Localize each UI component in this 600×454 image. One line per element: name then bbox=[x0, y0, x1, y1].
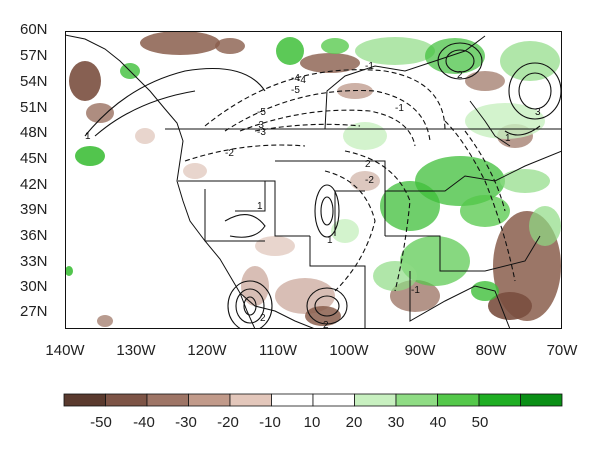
lat-label-57n: 57N bbox=[20, 47, 48, 64]
contour-label: -4 bbox=[297, 75, 306, 86]
contour-label: 2 bbox=[323, 320, 329, 329]
contour-label: -4 bbox=[291, 73, 300, 84]
lat-label-33n: 33N bbox=[20, 253, 48, 270]
contour-lines bbox=[84, 42, 562, 329]
colorbar-segment bbox=[437, 393, 480, 407]
lon-label-100w: 100W bbox=[329, 342, 369, 359]
lon-label-110w: 110W bbox=[258, 342, 298, 359]
colorbar-label: 30 bbox=[387, 414, 405, 431]
colorbar-label: -20 bbox=[217, 414, 239, 431]
contour-label: 2 bbox=[260, 313, 266, 324]
colorbar-label: 20 bbox=[345, 414, 363, 431]
contour-value-labels: 1 2 3 -2 -3 -4 -5 -1 1 2 2 1 -1 -3 -4 -5… bbox=[85, 61, 541, 329]
contour-label: -1 bbox=[395, 103, 404, 114]
colorbar-segment bbox=[478, 393, 521, 407]
contour-label: -5 bbox=[291, 85, 300, 96]
contour-label: -3 bbox=[255, 120, 264, 131]
negative-contour-lines bbox=[184, 69, 516, 292]
contour-label: 2 bbox=[457, 70, 463, 81]
colorbar-segment bbox=[312, 393, 355, 407]
colorbar-segment bbox=[354, 393, 397, 407]
contour-label: -2 bbox=[365, 175, 374, 186]
contour-label: 3 bbox=[535, 107, 541, 118]
contour-label: 1 bbox=[257, 201, 263, 212]
lon-label-70w: 70W bbox=[546, 342, 578, 359]
lon-label-130w: 130W bbox=[116, 342, 156, 359]
lat-label-54n: 54N bbox=[20, 73, 48, 90]
colorbar-segment bbox=[395, 393, 438, 407]
contour-label: -3 bbox=[257, 127, 266, 138]
lat-label-39n: 39N bbox=[20, 201, 48, 218]
contour-label: -1 bbox=[365, 61, 374, 72]
colorbar-segment bbox=[63, 393, 106, 407]
lon-label-80w: 80W bbox=[475, 342, 507, 359]
colorbar-label: 10 bbox=[303, 414, 321, 431]
contour-label: 2 bbox=[365, 159, 371, 170]
lon-label-140w: 140W bbox=[45, 342, 85, 359]
map-plot: 1 2 3 -2 -3 -4 -5 -1 1 2 2 1 -1 -3 -4 -5… bbox=[65, 31, 562, 329]
lat-label-36n: 36N bbox=[20, 227, 48, 244]
contour-label: 1 bbox=[85, 131, 91, 142]
contour-label: -2 bbox=[225, 148, 234, 159]
contour-label: -1 bbox=[411, 285, 420, 296]
contour-label: 1 bbox=[505, 133, 511, 144]
lat-label-42n: 42N bbox=[20, 176, 48, 193]
lat-label-27n: 27N bbox=[20, 303, 48, 320]
colorbar-label: 40 bbox=[429, 414, 447, 431]
colorbar-label: -10 bbox=[259, 414, 281, 431]
contour-label: 1 bbox=[327, 235, 333, 246]
colorbar-label: -50 bbox=[90, 414, 112, 431]
lat-label-45n: 45N bbox=[20, 150, 48, 167]
lat-label-51n: 51N bbox=[20, 99, 48, 116]
colorbar-segment bbox=[271, 393, 314, 407]
lat-label-30n: 30N bbox=[20, 278, 48, 295]
colorbar-label: -30 bbox=[175, 414, 197, 431]
colorbar-segment bbox=[105, 393, 148, 407]
lon-label-90w: 90W bbox=[404, 342, 436, 359]
colorbar-label: 50 bbox=[471, 414, 489, 431]
lat-label-60n: 60N bbox=[20, 21, 48, 38]
colorbar-segment bbox=[146, 393, 189, 407]
wet-anomaly-patches bbox=[65, 37, 561, 301]
colorbar-label: -40 bbox=[133, 414, 155, 431]
colorbar bbox=[63, 393, 563, 407]
colorbar-segment bbox=[188, 393, 231, 407]
boundary-lines bbox=[65, 34, 562, 329]
colorbar-segment bbox=[229, 393, 272, 407]
colorbar-segment bbox=[520, 393, 563, 407]
map-frame bbox=[65, 31, 562, 329]
lat-label-48n: 48N bbox=[20, 124, 48, 141]
lon-label-120w: 120W bbox=[187, 342, 227, 359]
dry-anomaly-patches bbox=[69, 31, 561, 327]
contour-label: -5 bbox=[257, 107, 266, 118]
